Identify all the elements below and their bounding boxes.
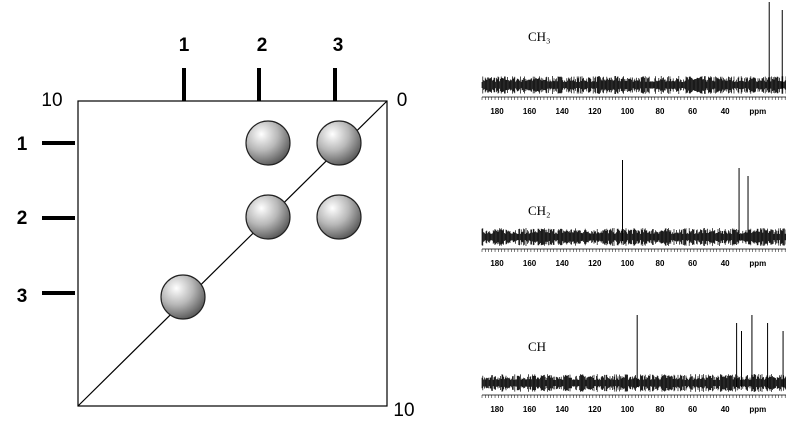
noise: [481, 228, 786, 246]
correlation-plot: 10 0 10 1 2 3 1 2 3: [17, 35, 415, 421]
corner-label: 10: [393, 400, 414, 421]
spectrum-axis-label: 160: [523, 107, 537, 116]
plot-frame: [77, 100, 388, 407]
spectrum: CH₃ 180 160 140 120 100 80 60 40 ppm: [481, 2, 786, 116]
spectrum-axis-label: ppm: [749, 405, 766, 414]
top-label: 2: [257, 35, 268, 56]
spectrum-axis-label: 80: [656, 259, 665, 268]
cross-peaks: [160, 120, 362, 320]
spectrum-axis-label: 120: [588, 107, 602, 116]
left-label: 3: [17, 286, 28, 307]
spectrum-axis-label: 100: [621, 259, 635, 268]
spectrum-axis-label: 100: [621, 107, 635, 116]
spectrum-axis-label: ppm: [749, 259, 766, 268]
spectrum-axis-label: 180: [490, 107, 504, 116]
corner-label: 0: [397, 90, 408, 111]
spectrum-axis-label: 80: [656, 107, 665, 116]
spectrum-axis-label: 40: [721, 405, 730, 414]
spectrum-axis-label: 60: [688, 405, 697, 414]
spectrum: CH₂ 180 160 140 120 100 80 60 40 ppm: [481, 160, 786, 268]
spectrum-axis-label: 140: [556, 107, 570, 116]
spectrum-axis-label: 180: [490, 405, 504, 414]
spectrum-axis-label: ppm: [749, 107, 766, 116]
spectrum-axis-label: 60: [688, 107, 697, 116]
cross-peak: [316, 120, 362, 166]
cross-peak: [160, 274, 206, 320]
spectrum-axis-label: 40: [721, 107, 730, 116]
noise: [481, 374, 786, 392]
spectrum-axis-label: 40: [721, 259, 730, 268]
cross-peak: [245, 120, 291, 166]
cross-peak: [316, 194, 362, 240]
spectrum-axis-label: 180: [490, 259, 504, 268]
spectrum-axis-label: 140: [556, 405, 570, 414]
spectrum-axis-label: 120: [588, 405, 602, 414]
noise: [481, 76, 786, 94]
spectrum: CH 180 160 140 120 100 80 60 40 ppm: [481, 315, 786, 414]
spectrum-axis-label: 100: [621, 405, 635, 414]
spectrum-axis-label: 160: [523, 405, 537, 414]
spectrum-axis-label: 160: [523, 259, 537, 268]
spectrum-label: CH: [528, 339, 546, 354]
left-label: 1: [17, 134, 28, 155]
left-label: 2: [17, 208, 28, 229]
top-label: 1: [179, 35, 190, 56]
spectrum-axis-label: 60: [688, 259, 697, 268]
spectrum-label: CH₂: [528, 203, 551, 218]
spectrum-label: CH₃: [528, 29, 551, 44]
spectrum-axis-label: 140: [556, 259, 570, 268]
ticks: [42, 68, 337, 295]
spectrum-axis-label: 80: [656, 405, 665, 414]
cross-peak: [245, 194, 291, 240]
spectrum-axis-label: 120: [588, 259, 602, 268]
top-label: 3: [333, 35, 344, 56]
corner-label: 10: [41, 90, 62, 111]
